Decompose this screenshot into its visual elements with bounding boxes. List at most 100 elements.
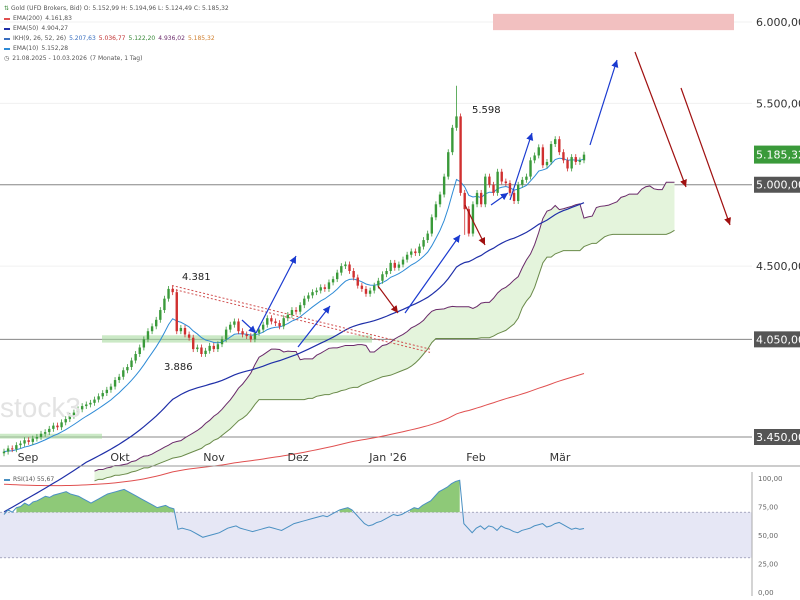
candle-body	[159, 310, 162, 320]
candle-body	[525, 176, 528, 180]
candle-body	[138, 347, 141, 354]
candle-body	[204, 350, 207, 354]
candle-body	[323, 287, 327, 289]
candle-body	[566, 160, 569, 169]
candle-body	[134, 354, 137, 361]
candle-body	[35, 437, 39, 439]
candle-body	[512, 192, 516, 202]
y-tick-label: 3.450,00	[756, 431, 800, 444]
candle-body	[126, 367, 129, 371]
blue-arrow	[509, 132, 534, 201]
ema50-swatch	[4, 28, 10, 30]
ichimoku-label: IKH(9, 26, 52, 26)	[13, 35, 67, 42]
candle-body	[294, 310, 298, 312]
candle-body	[117, 376, 121, 381]
candle-body	[558, 139, 561, 153]
legend-header: ⇅ Gold (UFD Brokers, Bid) O: 5.152,99 H:…	[4, 4, 229, 14]
rsi-y-tick-label: 25,00	[758, 561, 778, 569]
legend-range: ◷ 21.08.2025 - 10.03.2026 (7 Monate, 1 T…	[4, 54, 229, 64]
candle-body	[200, 347, 203, 354]
candle-body	[545, 161, 549, 166]
candle-body	[241, 331, 244, 335]
candle-body	[113, 380, 117, 387]
candle-body	[257, 329, 261, 333]
candle-body	[266, 318, 269, 325]
candle-body	[93, 399, 96, 403]
x-tick-label: Nov	[203, 451, 225, 464]
y-axis-ticks: 3.450,00 4.050,00 4.500,00 5.000,00 5.500,00…	[754, 16, 800, 445]
candle-body	[97, 396, 100, 400]
ichimoku-swatch	[4, 38, 10, 40]
candle-body	[224, 329, 228, 340]
candle-body	[463, 192, 466, 210]
candle-body	[442, 176, 446, 195]
level-tag-bg	[754, 429, 800, 445]
candle-body	[154, 319, 158, 327]
candle-body	[2, 451, 6, 454]
candle-body	[521, 179, 524, 185]
ichimoku-v2: 5.036,77	[98, 35, 126, 42]
candle-body	[52, 425, 55, 429]
candle-body	[89, 402, 92, 405]
candle-body	[196, 347, 199, 350]
candle-body	[570, 157, 573, 169]
trend-lines	[171, 284, 431, 353]
candle-body	[356, 277, 359, 286]
candle-body	[516, 184, 520, 202]
rsi-y-ticks: 100,00 75,00 50,00 25,00 0,00	[758, 475, 783, 597]
price-tag-label: 5.185,32	[756, 149, 800, 162]
candle-body	[290, 310, 294, 315]
candles	[2, 85, 586, 457]
candle-body	[484, 176, 487, 205]
candle-body	[109, 386, 113, 390]
candle-body	[414, 251, 417, 254]
candle-body	[455, 116, 458, 128]
candle-body	[307, 295, 310, 299]
senkou-span-b	[94, 229, 675, 482]
candle-body	[6, 448, 10, 452]
rsi-band	[0, 512, 752, 558]
candle-body	[405, 254, 409, 260]
candle-body	[331, 279, 335, 283]
cloud-area	[94, 182, 675, 481]
rsi-label: RSI(14) 55,67	[13, 476, 55, 483]
forecast-arrows	[241, 51, 731, 348]
ema200-line	[3, 372, 585, 487]
ema10-label: EMA(10)	[13, 45, 39, 52]
ema10-swatch	[4, 48, 10, 50]
legend-ema50: EMA(50) 4.904,27	[4, 24, 229, 34]
candle-body	[578, 160, 582, 162]
candle-body	[467, 209, 471, 234]
candle-body	[72, 412, 76, 416]
candle-body	[56, 425, 59, 428]
ichimoku-v5: 5.185,32	[187, 35, 215, 42]
ema200-label: EMA(200)	[13, 15, 43, 22]
candle-body	[508, 183, 512, 193]
candle-body	[335, 272, 339, 280]
candle-body	[447, 152, 450, 177]
price-annotations: 4.381 3.886 5.598	[164, 105, 501, 373]
ema200-swatch	[4, 18, 10, 20]
candle-body	[401, 259, 405, 265]
candle-body	[434, 204, 438, 218]
ema50-value: 4.904,27	[41, 25, 69, 32]
clock-icon: ◷	[4, 55, 10, 62]
x-tick-label: Sep	[18, 451, 39, 464]
candle-body	[373, 285, 376, 291]
ichimoku-v4: 4.936,02	[158, 35, 185, 42]
candle-body	[426, 233, 429, 241]
candle-body	[504, 181, 508, 184]
y-tick-label: 4.050,00	[756, 333, 800, 346]
ichimoku-cloud	[94, 181, 675, 482]
rsi-y-tick-label: 75,00	[758, 504, 778, 512]
y-tick-label: 4.500,00	[756, 260, 800, 273]
red-arrow	[634, 51, 687, 188]
chart-legend: ⇅ Gold (UFD Brokers, Bid) O: 5.152,99 H:…	[4, 4, 229, 64]
blue-arrow	[241, 319, 257, 334]
red-arrow	[464, 204, 486, 246]
candle-body	[183, 327, 187, 335]
candle-body	[101, 393, 104, 397]
candle-body	[381, 274, 384, 281]
candle-body	[43, 432, 47, 434]
